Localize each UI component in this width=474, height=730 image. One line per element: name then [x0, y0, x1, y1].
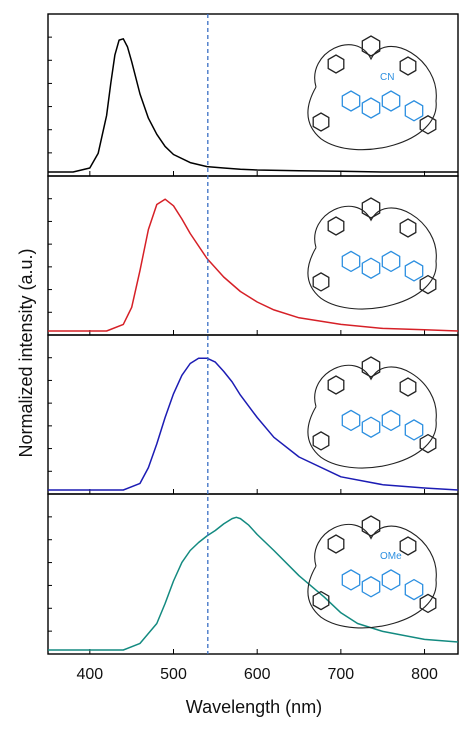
phenyl-ring [399, 536, 417, 556]
panel-frame [47, 175, 459, 336]
panel-frame [47, 334, 459, 495]
molecule-structure-1: CN [307, 35, 437, 151]
substituent-label: OMe [380, 551, 402, 562]
phenyl-ring [399, 56, 417, 76]
phenyl-ring [327, 375, 345, 395]
carbazole-ring [381, 250, 401, 273]
phenyl-ring [419, 433, 437, 454]
carbazole-ring [404, 578, 424, 601]
molecule-structure-3 [307, 356, 437, 469]
spectrum-line-1 [48, 38, 458, 173]
spectrum-line-2 [48, 198, 459, 332]
molecule-outline [307, 44, 437, 151]
carbazole-ring [404, 100, 424, 122]
triazine-ring [361, 35, 381, 57]
carbazole-ring [341, 250, 361, 273]
carbazole-ring [361, 97, 381, 119]
carbazole-ring [341, 90, 361, 112]
y-axis-label: Normalized intensity (a.u.) [16, 248, 36, 457]
carbazole-ring [381, 569, 401, 591]
x-tick-label: 400 [76, 666, 103, 683]
carbazole-ring [381, 409, 401, 432]
molecule-outline [307, 364, 437, 469]
panel-4: OMe [47, 493, 459, 655]
spectrum-line-3 [48, 357, 459, 491]
phenyl-ring [312, 431, 330, 451]
panel-frame [47, 493, 459, 655]
molecule-structure-4: OMe [307, 515, 437, 629]
carbazole-ring [404, 419, 424, 441]
carbazole-ring [361, 576, 381, 598]
phenyl-ring [419, 593, 437, 614]
x-tick-label: 700 [328, 666, 355, 683]
x-axis-label: Wavelength (nm) [186, 697, 322, 717]
carbazole-ring [341, 409, 361, 432]
carbazole-ring [341, 569, 361, 591]
phenyl-ring [312, 112, 330, 132]
phenyl-ring [399, 377, 417, 397]
phenyl-ring [419, 274, 437, 295]
carbazole-ring [381, 90, 401, 112]
x-tick-label: 800 [411, 666, 438, 683]
phenyl-ring [327, 216, 345, 236]
molecule-outline [307, 205, 437, 310]
carbazole-ring [404, 260, 424, 282]
molecule-outline [307, 523, 437, 629]
substituent-label: CN [380, 72, 394, 83]
panel-2 [47, 175, 459, 336]
triazine-ring [361, 515, 381, 537]
phenyl-ring [419, 115, 437, 135]
phenyl-ring [327, 54, 345, 74]
x-tick-label: 500 [160, 666, 187, 683]
triazine-ring [361, 356, 381, 378]
carbazole-ring [361, 416, 381, 438]
phenyl-ring [312, 272, 330, 292]
phenyl-ring [399, 218, 417, 238]
phenyl-ring [312, 590, 330, 611]
triazine-ring [361, 197, 381, 219]
panel-3 [47, 334, 459, 495]
molecule-structure-2 [307, 197, 437, 310]
phenyl-ring [327, 534, 345, 554]
spectrum-line-4 [48, 516, 459, 651]
carbazole-ring [361, 257, 381, 279]
panel-1: CN [47, 13, 459, 177]
x-tick-label: 600 [244, 666, 271, 683]
